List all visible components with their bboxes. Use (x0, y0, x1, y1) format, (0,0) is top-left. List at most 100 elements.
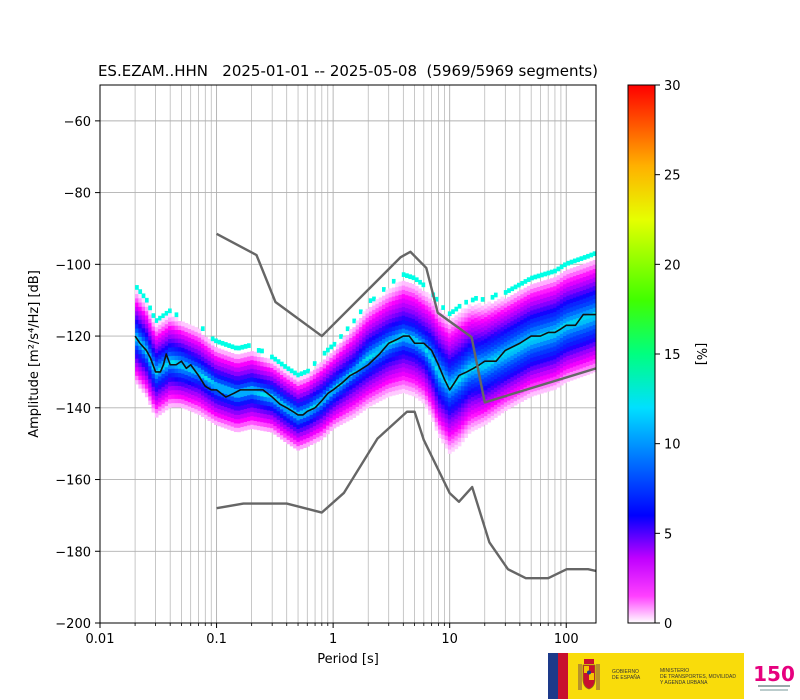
density-cell (428, 302, 432, 308)
density-cell (349, 337, 353, 343)
density-cell (326, 347, 330, 353)
density-cell (266, 397, 271, 402)
density-cell (418, 361, 422, 367)
density-cell (457, 390, 462, 395)
density-cell (487, 387, 492, 393)
density-cell (556, 266, 561, 272)
density-cell (428, 375, 432, 381)
density-cell (572, 366, 577, 371)
density-cell (451, 446, 455, 452)
density-cell (385, 289, 389, 295)
density-column (586, 253, 590, 375)
density-cell (405, 286, 409, 291)
density-cell (362, 337, 366, 342)
density-cell (355, 406, 360, 412)
density-cell (477, 397, 482, 403)
density-cell (536, 381, 541, 386)
density-cell (375, 363, 380, 369)
density-cell (171, 402, 175, 408)
density-cell (138, 289, 143, 294)
density-cell (158, 393, 162, 398)
density-cell (187, 371, 192, 377)
density-cell (451, 317, 455, 323)
density-cell (355, 337, 360, 343)
density-cell (144, 319, 149, 325)
density-cell (200, 334, 205, 340)
density-cell (540, 363, 544, 368)
density-cell (355, 385, 360, 390)
density-cell (289, 394, 294, 400)
density-cell (559, 359, 564, 364)
density-cell (279, 370, 284, 375)
density-column (197, 328, 202, 416)
density-cell (266, 422, 271, 428)
density-cell (437, 377, 442, 383)
density-cell (418, 301, 422, 307)
chart-title: ES.EZAM..HHN 2025-01-01 -- 2025-05-08 (5… (98, 62, 598, 80)
density-cell (464, 360, 469, 365)
density-cell (200, 343, 205, 349)
density-cell (382, 343, 386, 348)
density-cell (516, 295, 521, 301)
density-cell (184, 361, 189, 367)
density-cell (207, 373, 212, 378)
density-cell (414, 367, 419, 373)
density-cell (177, 376, 182, 382)
density-cell (520, 379, 524, 385)
density-cell (237, 375, 241, 381)
density-cell (266, 405, 271, 411)
density-cell (395, 355, 399, 361)
density-cell (493, 391, 498, 397)
density-cell (273, 399, 278, 405)
density-cell (474, 403, 478, 409)
density-cell (437, 403, 442, 409)
density-cell (451, 373, 455, 379)
density-cell (223, 410, 228, 416)
density-cell (464, 321, 469, 327)
density-cell (372, 313, 376, 319)
density-cell (553, 350, 557, 356)
density-cell (326, 399, 330, 405)
density-cell (270, 427, 274, 433)
density-cell (177, 385, 182, 391)
density-cell (421, 325, 426, 331)
density-cell (457, 428, 462, 434)
density-cell (391, 352, 396, 357)
density-cell (296, 394, 301, 399)
density-cell (566, 325, 571, 331)
density-cell (306, 428, 310, 434)
density-cell (487, 391, 492, 397)
density-cell (168, 355, 172, 361)
density-cell (493, 357, 498, 362)
density-cell (461, 316, 465, 322)
density-cell (408, 386, 413, 391)
density-cell (500, 339, 505, 345)
density-cell (148, 335, 152, 341)
density-cell (227, 356, 231, 361)
density-cell (191, 377, 195, 383)
density-cell (207, 356, 212, 361)
density-cell (227, 412, 231, 417)
density-cell (395, 351, 399, 356)
density-cell (467, 321, 472, 327)
density-cell (549, 278, 554, 283)
density-cell (296, 428, 301, 434)
density-cell (138, 306, 143, 312)
density-cell (309, 401, 314, 407)
density-column (312, 361, 317, 444)
density-cell (204, 345, 208, 351)
density-cell (144, 392, 149, 398)
density-cell (293, 426, 297, 432)
density-cell (418, 305, 422, 311)
density-cell (289, 368, 294, 374)
density-cell (533, 291, 538, 297)
density-cell (283, 420, 287, 425)
density-cell (513, 310, 518, 316)
density-cell (467, 347, 472, 353)
density-cell (553, 367, 557, 373)
density-cell (451, 330, 455, 336)
density-cell (467, 403, 472, 408)
density-cell (441, 412, 445, 418)
density-cell (342, 341, 347, 346)
density-cell (372, 395, 376, 401)
